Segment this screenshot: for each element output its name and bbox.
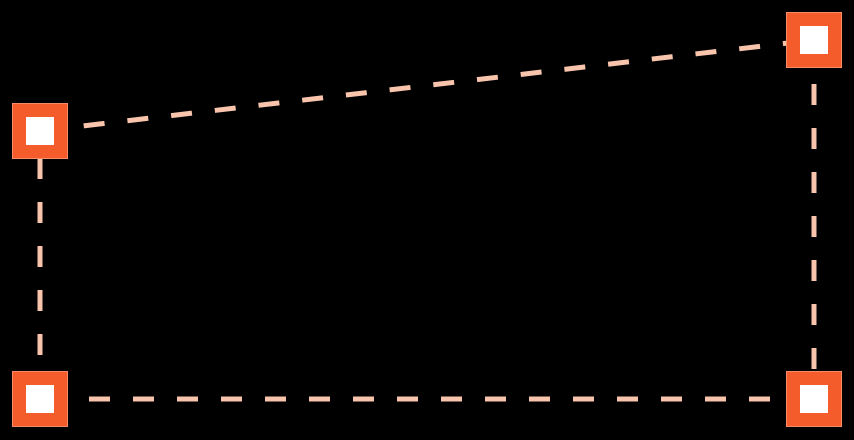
handle-inner-square	[26, 117, 54, 145]
selection-handle-left[interactable]	[12, 103, 68, 159]
selection-handle-bottom-left[interactable]	[12, 371, 68, 427]
top-diagonal-edge	[39, 37, 815, 134]
handle-inner-square	[800, 26, 828, 54]
handle-inner-square	[800, 385, 828, 413]
handle-inner-square	[26, 385, 54, 413]
selection-handle-bottom-right[interactable]	[786, 371, 842, 427]
selection-handle-top-right[interactable]	[786, 12, 842, 68]
